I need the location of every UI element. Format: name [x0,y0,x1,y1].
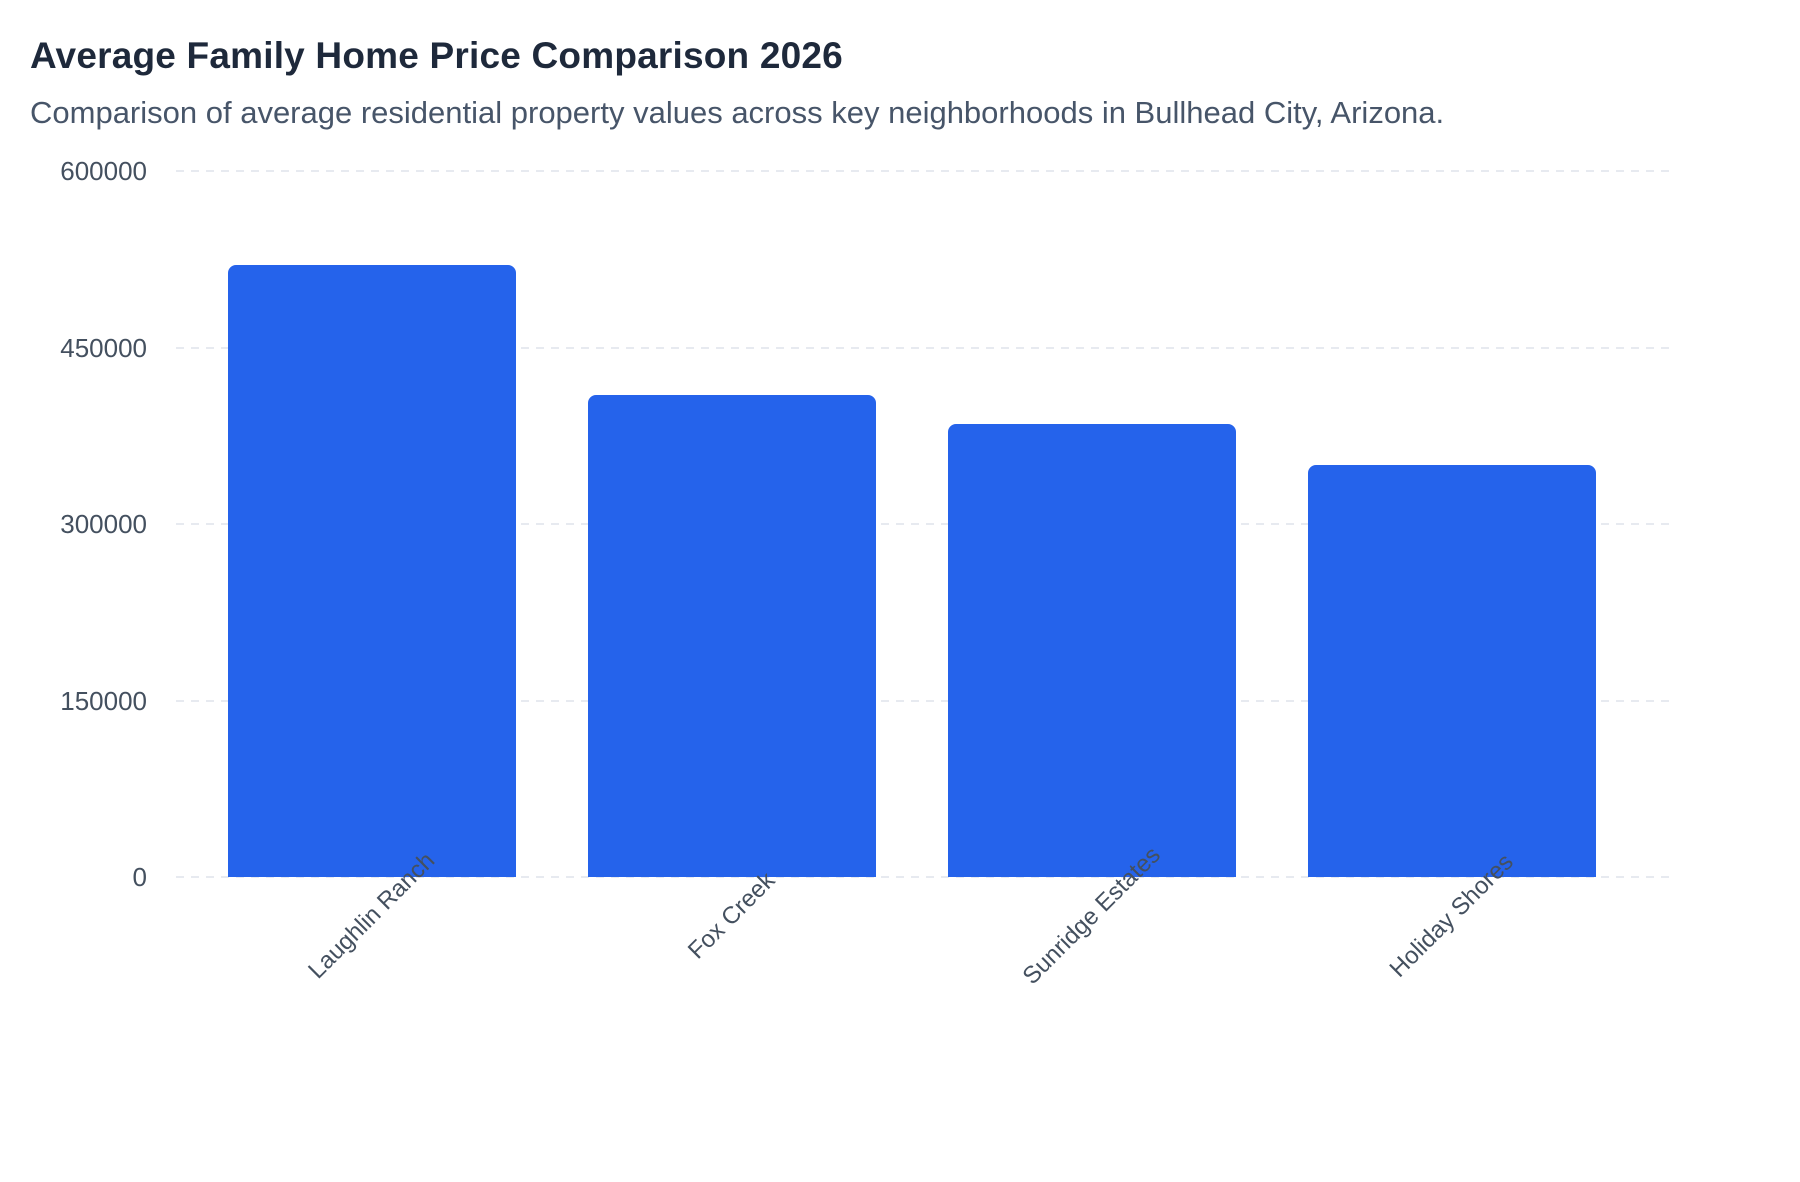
chart-title: Average Family Home Price Comparison 202… [30,35,843,76]
bar-fox-creek[interactable] [588,394,876,877]
y-axis-tick-label: 600000 [60,156,147,186]
gridline [176,699,1676,702]
gridline [176,876,1676,878]
bar-sunridge-estates[interactable] [948,424,1236,877]
bar-laughlin-ranch[interactable] [228,265,516,877]
y-axis-tick-label: 150000 [60,685,147,716]
bar-holiday-shores[interactable] [1308,465,1596,877]
y-axis-tick-label: 450000 [60,332,147,363]
gridline [176,170,1676,172]
gridline [176,523,1676,525]
x-axis-tick-label: Fox Creek [682,866,781,965]
y-axis-tick-label: 0 [132,862,147,892]
gridline [176,346,1676,349]
y-axis-tick-label: 300000 [60,509,147,539]
chart-subtitle: Comparison of average residential proper… [30,95,1445,130]
plot-area [176,170,1676,878]
